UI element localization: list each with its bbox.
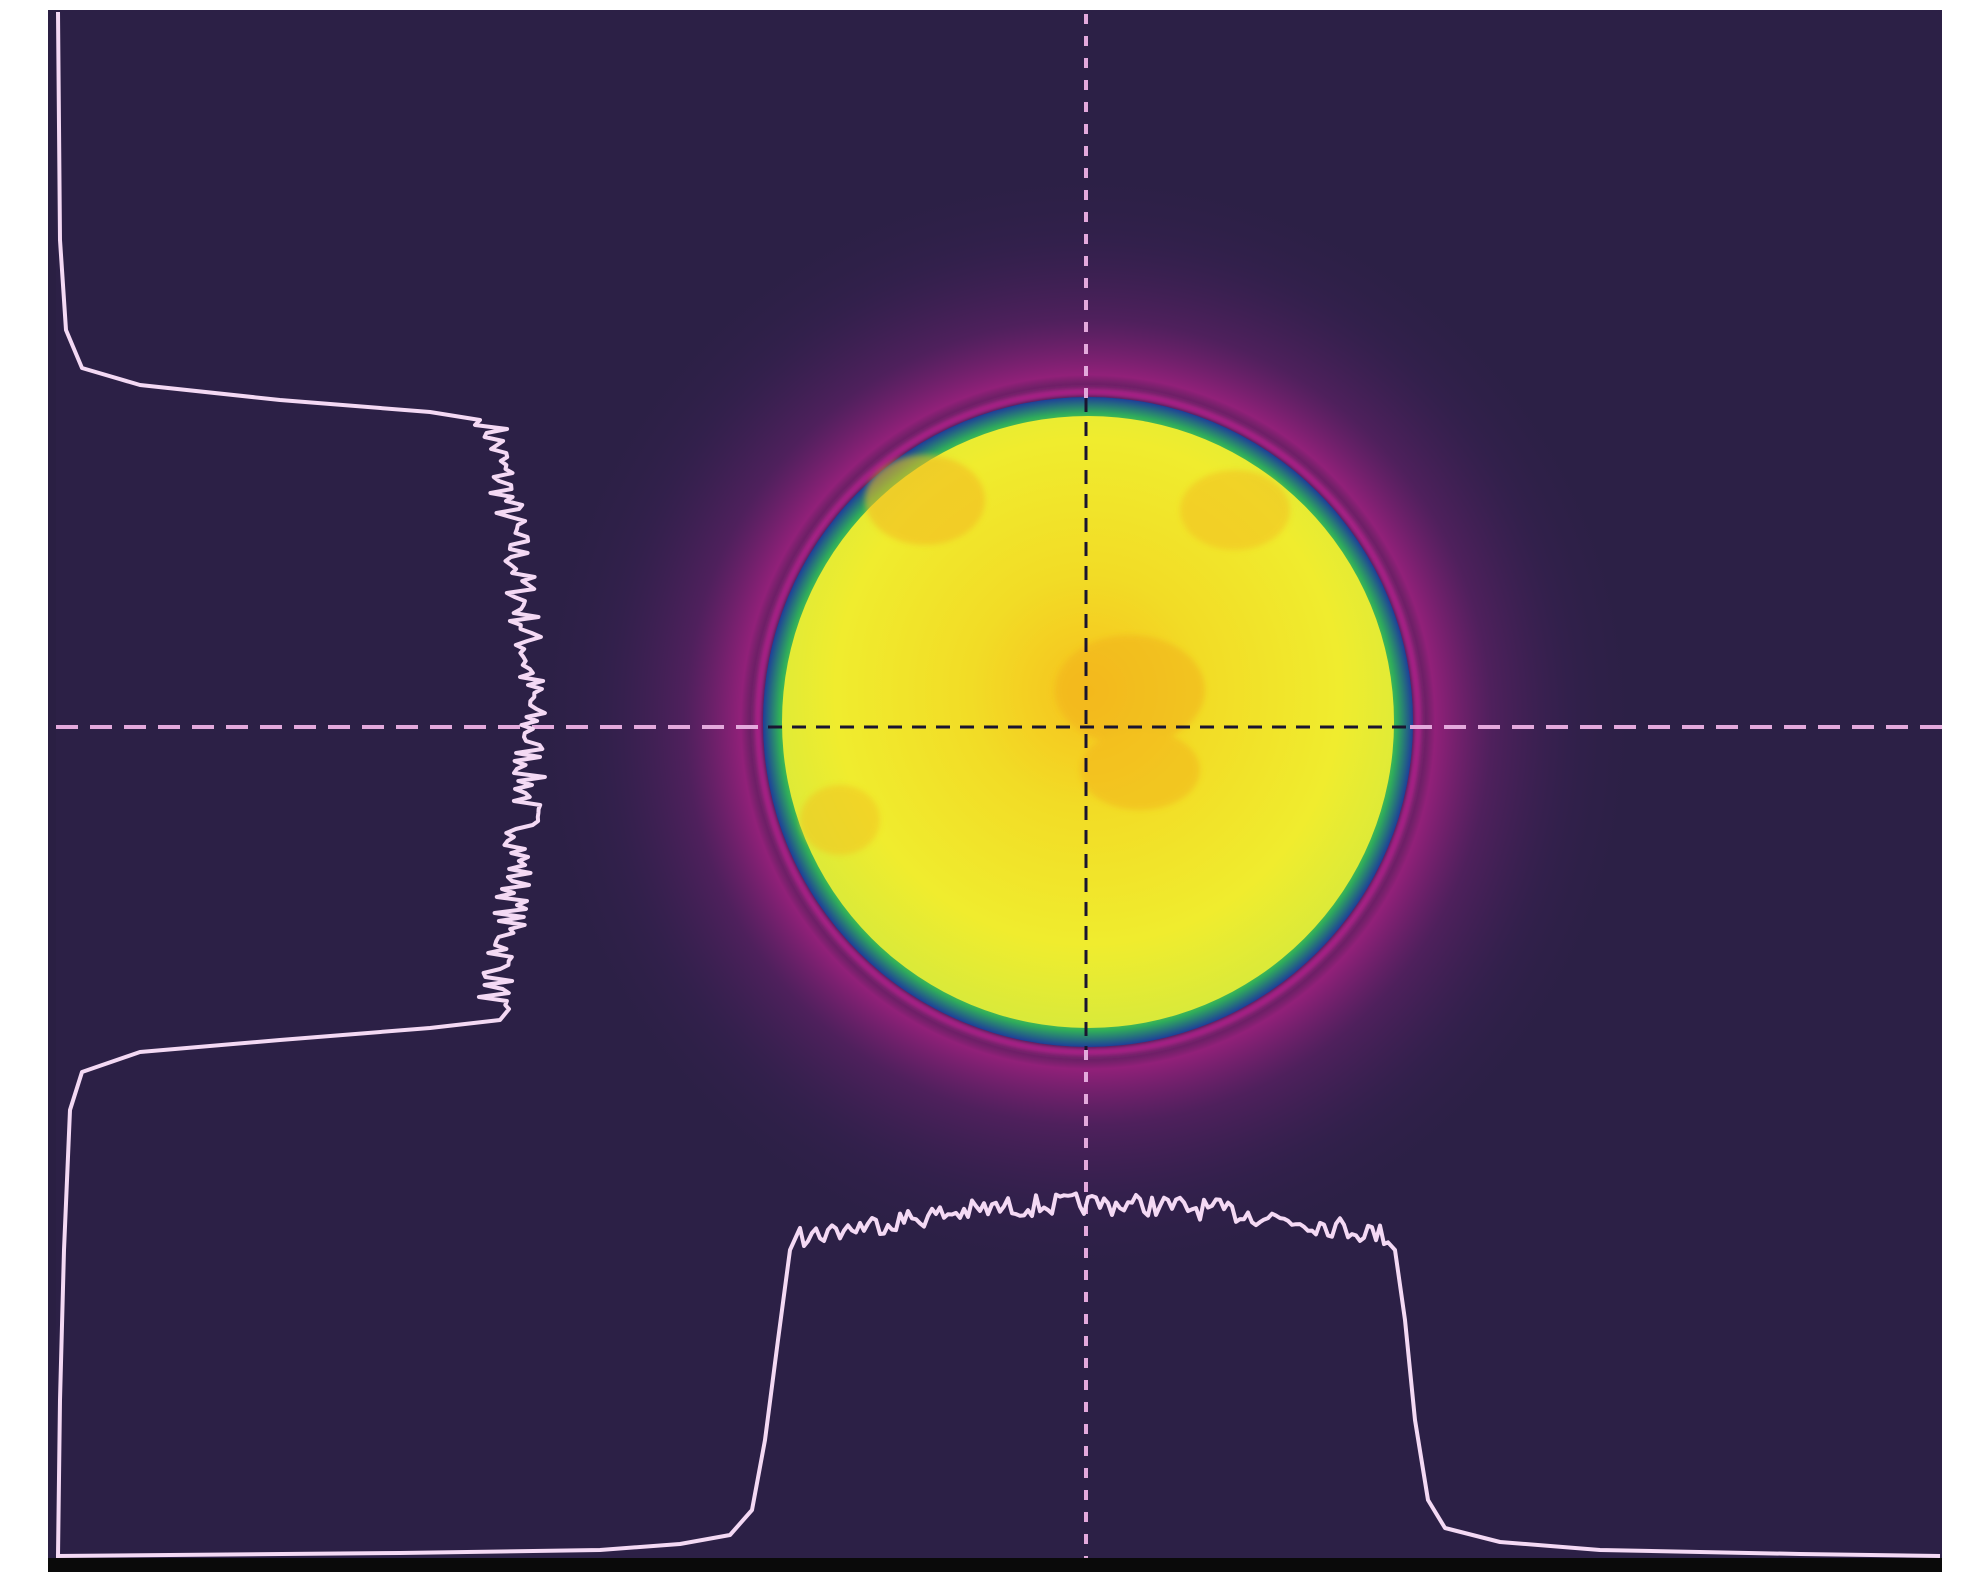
bottom-axis-bar bbox=[48, 1558, 1942, 1572]
beam-spot bbox=[528, 162, 1648, 1282]
vertical-line-profile bbox=[56, 11, 547, 1557]
crosshair bbox=[56, 14, 1942, 1558]
left-axis-bar bbox=[48, 10, 56, 1566]
beam-hotspots bbox=[800, 455, 1290, 855]
horizontal-line-profile bbox=[55, 1191, 1941, 1558]
